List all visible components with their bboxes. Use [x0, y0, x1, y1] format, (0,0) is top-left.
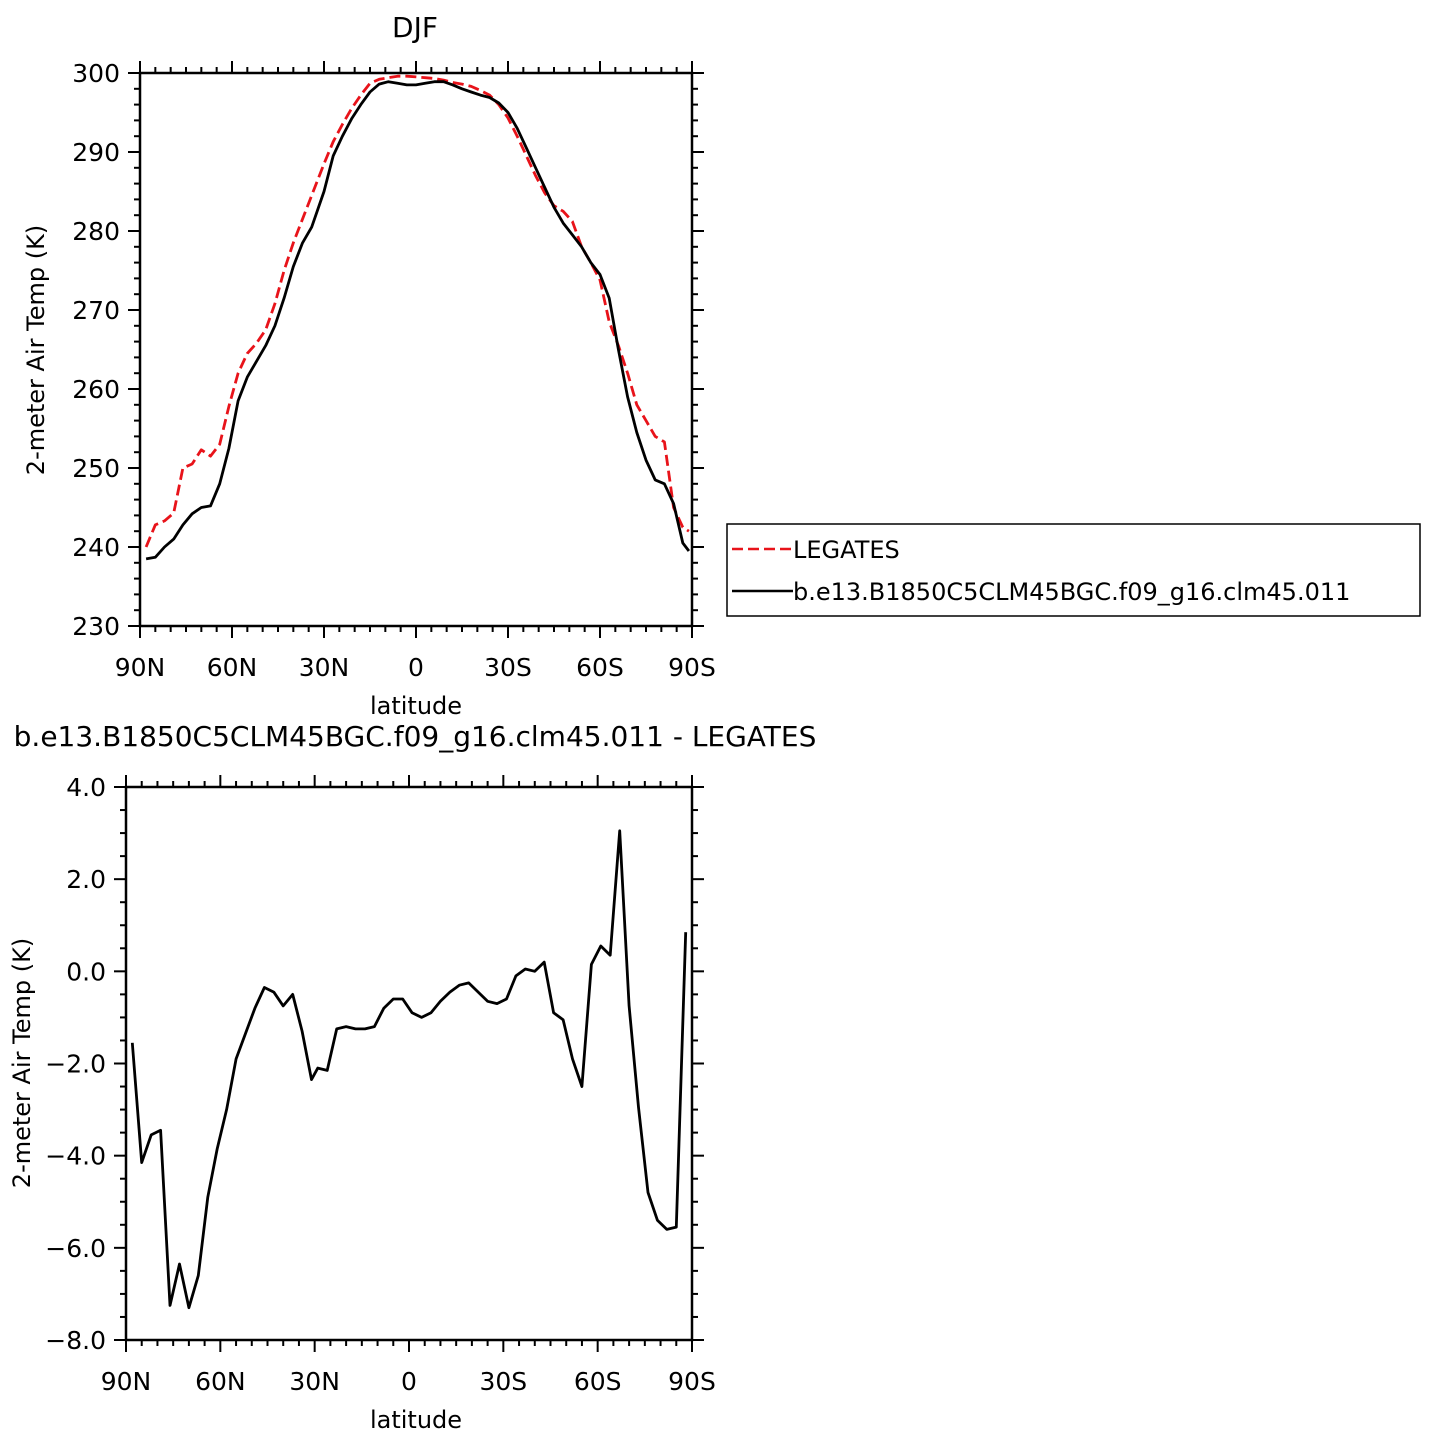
top-y-tick-label: 290	[72, 138, 120, 167]
bottom-y-axis-label: 2-meter Air Temp (K)	[8, 938, 36, 1188]
top-y-axis-label: 2-meter Air Temp (K)	[22, 225, 50, 475]
bottom-panel: b.e13.B1850C5CLM45BGC.f09_g16.clm45.011 …	[8, 720, 816, 1434]
bottom-series-group	[130, 829, 688, 1310]
top-series-line-0	[144, 74, 690, 548]
bottom-x-tick-label: 30S	[479, 1367, 527, 1396]
bottom-y-tick-label: 0.0	[66, 957, 106, 986]
top-y-tick-label: 300	[72, 59, 120, 88]
bottom-y-tick-label: −2.0	[45, 1050, 106, 1079]
top-x-tick-label: 30N	[299, 653, 350, 682]
top-x-tick-label: 0	[408, 653, 424, 682]
top-y-tick-labels: 230 240 250 260 270 280 290 300	[72, 59, 120, 641]
bottom-x-tick-label: 90N	[101, 1367, 152, 1396]
top-ticks	[128, 61, 704, 638]
top-x-tick-labels: 90N 60N 30N 0 30S 60S 90S	[115, 653, 716, 682]
bottom-x-tick-label: 60N	[195, 1367, 246, 1396]
bottom-y-tick-label: −4.0	[45, 1142, 106, 1171]
legend-label-legates: LEGATES	[793, 536, 900, 564]
bottom-y-tick-label: 4.0	[66, 773, 106, 802]
top-x-tick-label: 90N	[115, 653, 166, 682]
bottom-chart-title: b.e13.B1850C5CLM45BGC.f09_g16.clm45.011 …	[14, 720, 817, 753]
bottom-x-tick-label: 90S	[668, 1367, 716, 1396]
top-y-tick-label: 250	[72, 454, 120, 483]
legend-box	[726, 523, 1421, 617]
top-x-axis-label: latitude	[370, 692, 462, 720]
bottom-plot-frame	[124, 785, 694, 1342]
bottom-x-tick-labels: 90N 60N 30N 0 30S 60S 90S	[101, 1367, 716, 1396]
bottom-x-tick-label: 60S	[574, 1367, 622, 1396]
bottom-series-line-0	[130, 829, 688, 1310]
legend: LEGATES b.e13.B1850C5CLM45BGC.f09_g16.cl…	[726, 523, 1421, 617]
top-x-tick-label: 60S	[576, 653, 624, 682]
bottom-y-tick-label: −8.0	[45, 1326, 106, 1355]
top-x-tick-label: 90S	[668, 653, 716, 682]
top-x-tick-label: 30S	[484, 653, 532, 682]
top-y-tick-label: 230	[72, 612, 120, 641]
bottom-y-tick-label: 2.0	[66, 865, 106, 894]
bottom-ticks	[114, 775, 704, 1352]
top-y-tick-label: 260	[72, 375, 120, 404]
bottom-x-tick-label: 30N	[289, 1367, 340, 1396]
top-panel: DJF 90N 60N 30N 0 30S 60S 90S 2302402502602702…	[22, 11, 1421, 720]
bottom-x-tick-label: 0	[401, 1367, 417, 1396]
legend-label-model: b.e13.B1850C5CLM45BGC.f09_g16.clm45.011	[793, 578, 1350, 606]
bottom-y-tick-label: −6.0	[45, 1234, 106, 1263]
top-x-tick-label: 60N	[207, 653, 258, 682]
top-chart-title: DJF	[392, 11, 438, 44]
top-y-tick-label: 240	[72, 533, 120, 562]
top-series-line-1	[145, 80, 691, 561]
bottom-y-tick-labels: −8.0 −6.0 −4.0 −2.0 0.0 2.0 4.0	[45, 773, 106, 1355]
top-y-tick-label: 280	[72, 217, 120, 246]
bottom-x-axis-label: latitude	[370, 1406, 462, 1434]
top-series-group	[144, 74, 691, 561]
top-y-tick-label: 270	[72, 296, 120, 325]
top-plot-frame	[138, 71, 694, 628]
